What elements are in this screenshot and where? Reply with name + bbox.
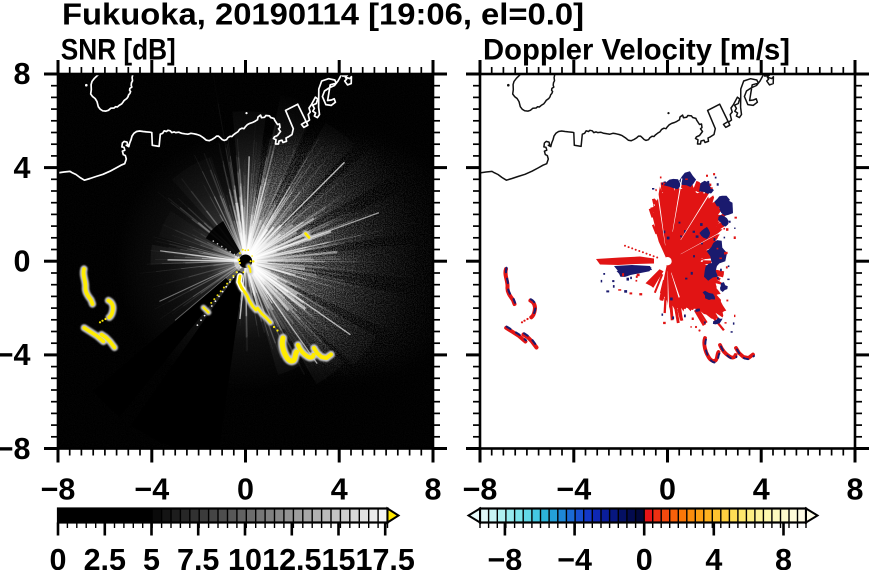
svg-text:0: 0 [50,543,67,570]
svg-text:Fukuoka, 20190114 [19:06, el=0: Fukuoka, 20190114 [19:06, el=0.0] [62,0,584,32]
svg-text:−4: −4 [556,472,591,506]
svg-text:−8: −8 [41,472,76,506]
svg-text:SNR [dB]: SNR [dB] [61,33,176,66]
svg-text:−8: −8 [0,432,31,466]
svg-text:−8: −8 [463,472,498,506]
svg-text:−4: −4 [0,338,31,372]
svg-text:7.5: 7.5 [177,543,219,570]
svg-text:0: 0 [659,472,676,506]
svg-text:4: 4 [331,472,348,506]
svg-text:8: 8 [775,543,792,570]
svg-text:4: 4 [14,151,31,185]
svg-text:8: 8 [14,57,31,91]
svg-text:Doppler Velocity [m/s]: Doppler Velocity [m/s] [483,33,790,66]
svg-text:10: 10 [228,543,262,570]
svg-text:8: 8 [847,472,864,506]
svg-text:4: 4 [705,543,722,570]
svg-text:−4: −4 [134,472,169,506]
svg-text:−8: −8 [488,543,523,570]
svg-text:2.5: 2.5 [84,543,126,570]
svg-text:0: 0 [237,472,254,506]
svg-text:0: 0 [636,543,653,570]
svg-text:12.5: 12.5 [262,543,321,570]
svg-text:17.5: 17.5 [356,543,415,570]
svg-text:5: 5 [143,543,160,570]
svg-text:15: 15 [322,543,356,570]
svg-text:−4: −4 [557,543,592,570]
svg-text:8: 8 [425,472,442,506]
svg-text:4: 4 [753,472,770,506]
svg-text:0: 0 [14,245,31,279]
